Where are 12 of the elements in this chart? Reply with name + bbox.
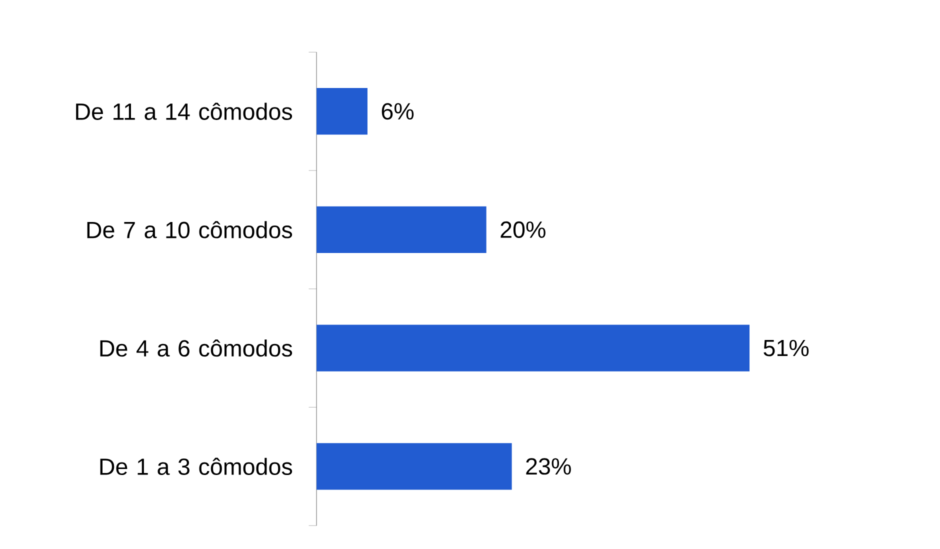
bar	[316, 88, 368, 135]
y-tick-label: De 1 a 3 cômodos	[100, 458, 292, 475]
y-tick-label: De 4 a 6 cômodos	[100, 339, 292, 357]
data-label: 20%	[500, 221, 546, 238]
data-label: 23%	[526, 458, 571, 475]
bar	[316, 324, 750, 372]
bar	[316, 442, 512, 490]
bar	[316, 206, 486, 253]
y-tick-label: De 11 a 14 cômodos	[76, 102, 292, 120]
data-label: 6%	[382, 102, 414, 120]
y-tick-label: De 7 a 10 cômodos	[87, 220, 292, 238]
data-label: 51%	[764, 340, 809, 356]
